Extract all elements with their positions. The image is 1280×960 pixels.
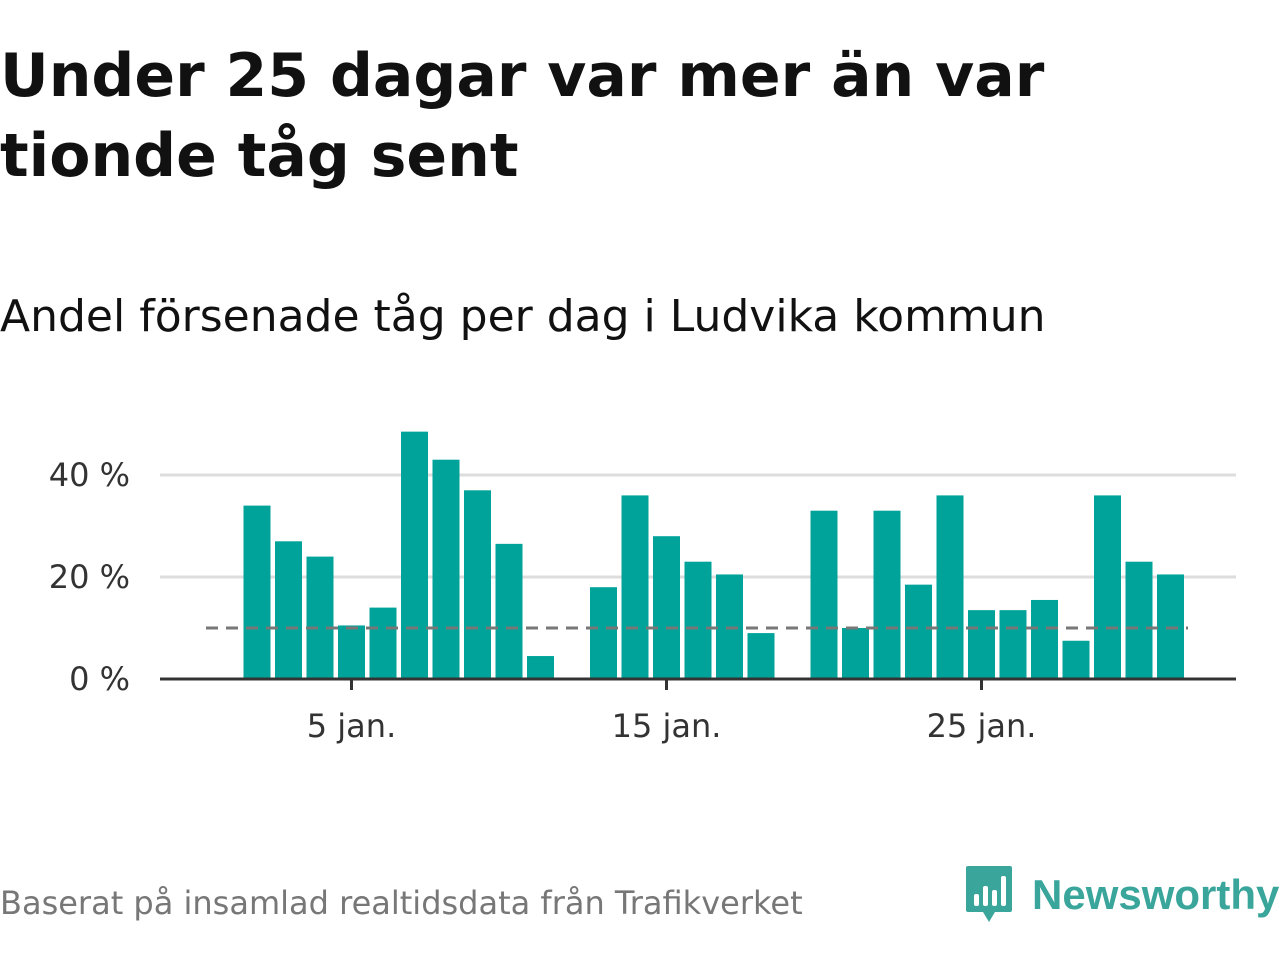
bar <box>810 510 838 679</box>
newsworthy-logo-icon <box>966 866 1012 922</box>
chart-title: Under 25 dagar var mer än var tionde tåg… <box>0 41 1045 191</box>
chart-subtitle: Andel försenade tåg per dag i Ludvika ko… <box>0 291 1046 342</box>
bar <box>905 584 932 679</box>
bar <box>432 459 460 679</box>
x-tick-label: 5 jan. <box>307 707 396 745</box>
bar <box>1094 495 1121 679</box>
y-tick-label: 20 % <box>49 558 130 596</box>
bar <box>1062 640 1090 679</box>
bar <box>243 505 271 679</box>
bar <box>684 561 712 679</box>
brand-name: Newsworthy <box>1032 871 1280 918</box>
bar <box>369 607 397 679</box>
x-axis-labels: 5 jan. 15 jan. 25 jan. <box>307 707 1037 745</box>
bar <box>338 625 365 679</box>
newsworthy-brand[interactable]: Newsworthy <box>964 864 1279 926</box>
bars <box>243 431 1184 679</box>
bar <box>842 628 869 679</box>
bar <box>936 495 964 679</box>
bar <box>590 587 617 679</box>
y-tick-label: 0 % <box>69 660 130 698</box>
bar-chart: 0 % 20 % 40 % 5 jan. 15 jan. 25 jan. <box>49 431 1236 745</box>
bar <box>653 536 680 679</box>
bar <box>464 490 491 679</box>
bar <box>275 541 302 679</box>
bar <box>621 495 649 679</box>
bar <box>401 431 428 679</box>
source-note: Baserat på insamlad realtidsdata från Tr… <box>0 884 803 922</box>
bar <box>527 656 554 679</box>
bar <box>968 610 995 679</box>
bar <box>747 633 775 679</box>
x-axis <box>160 677 1236 690</box>
bar <box>1125 561 1153 679</box>
bar <box>873 510 901 679</box>
y-axis-labels: 0 % 20 % 40 % <box>49 456 130 698</box>
bar <box>999 610 1027 679</box>
bar <box>495 543 523 679</box>
x-tick-label: 15 jan. <box>612 707 722 745</box>
bar <box>306 556 334 679</box>
y-tick-label: 40 % <box>49 456 130 494</box>
bar <box>1031 599 1058 679</box>
x-tick-label: 25 jan. <box>927 707 1037 745</box>
